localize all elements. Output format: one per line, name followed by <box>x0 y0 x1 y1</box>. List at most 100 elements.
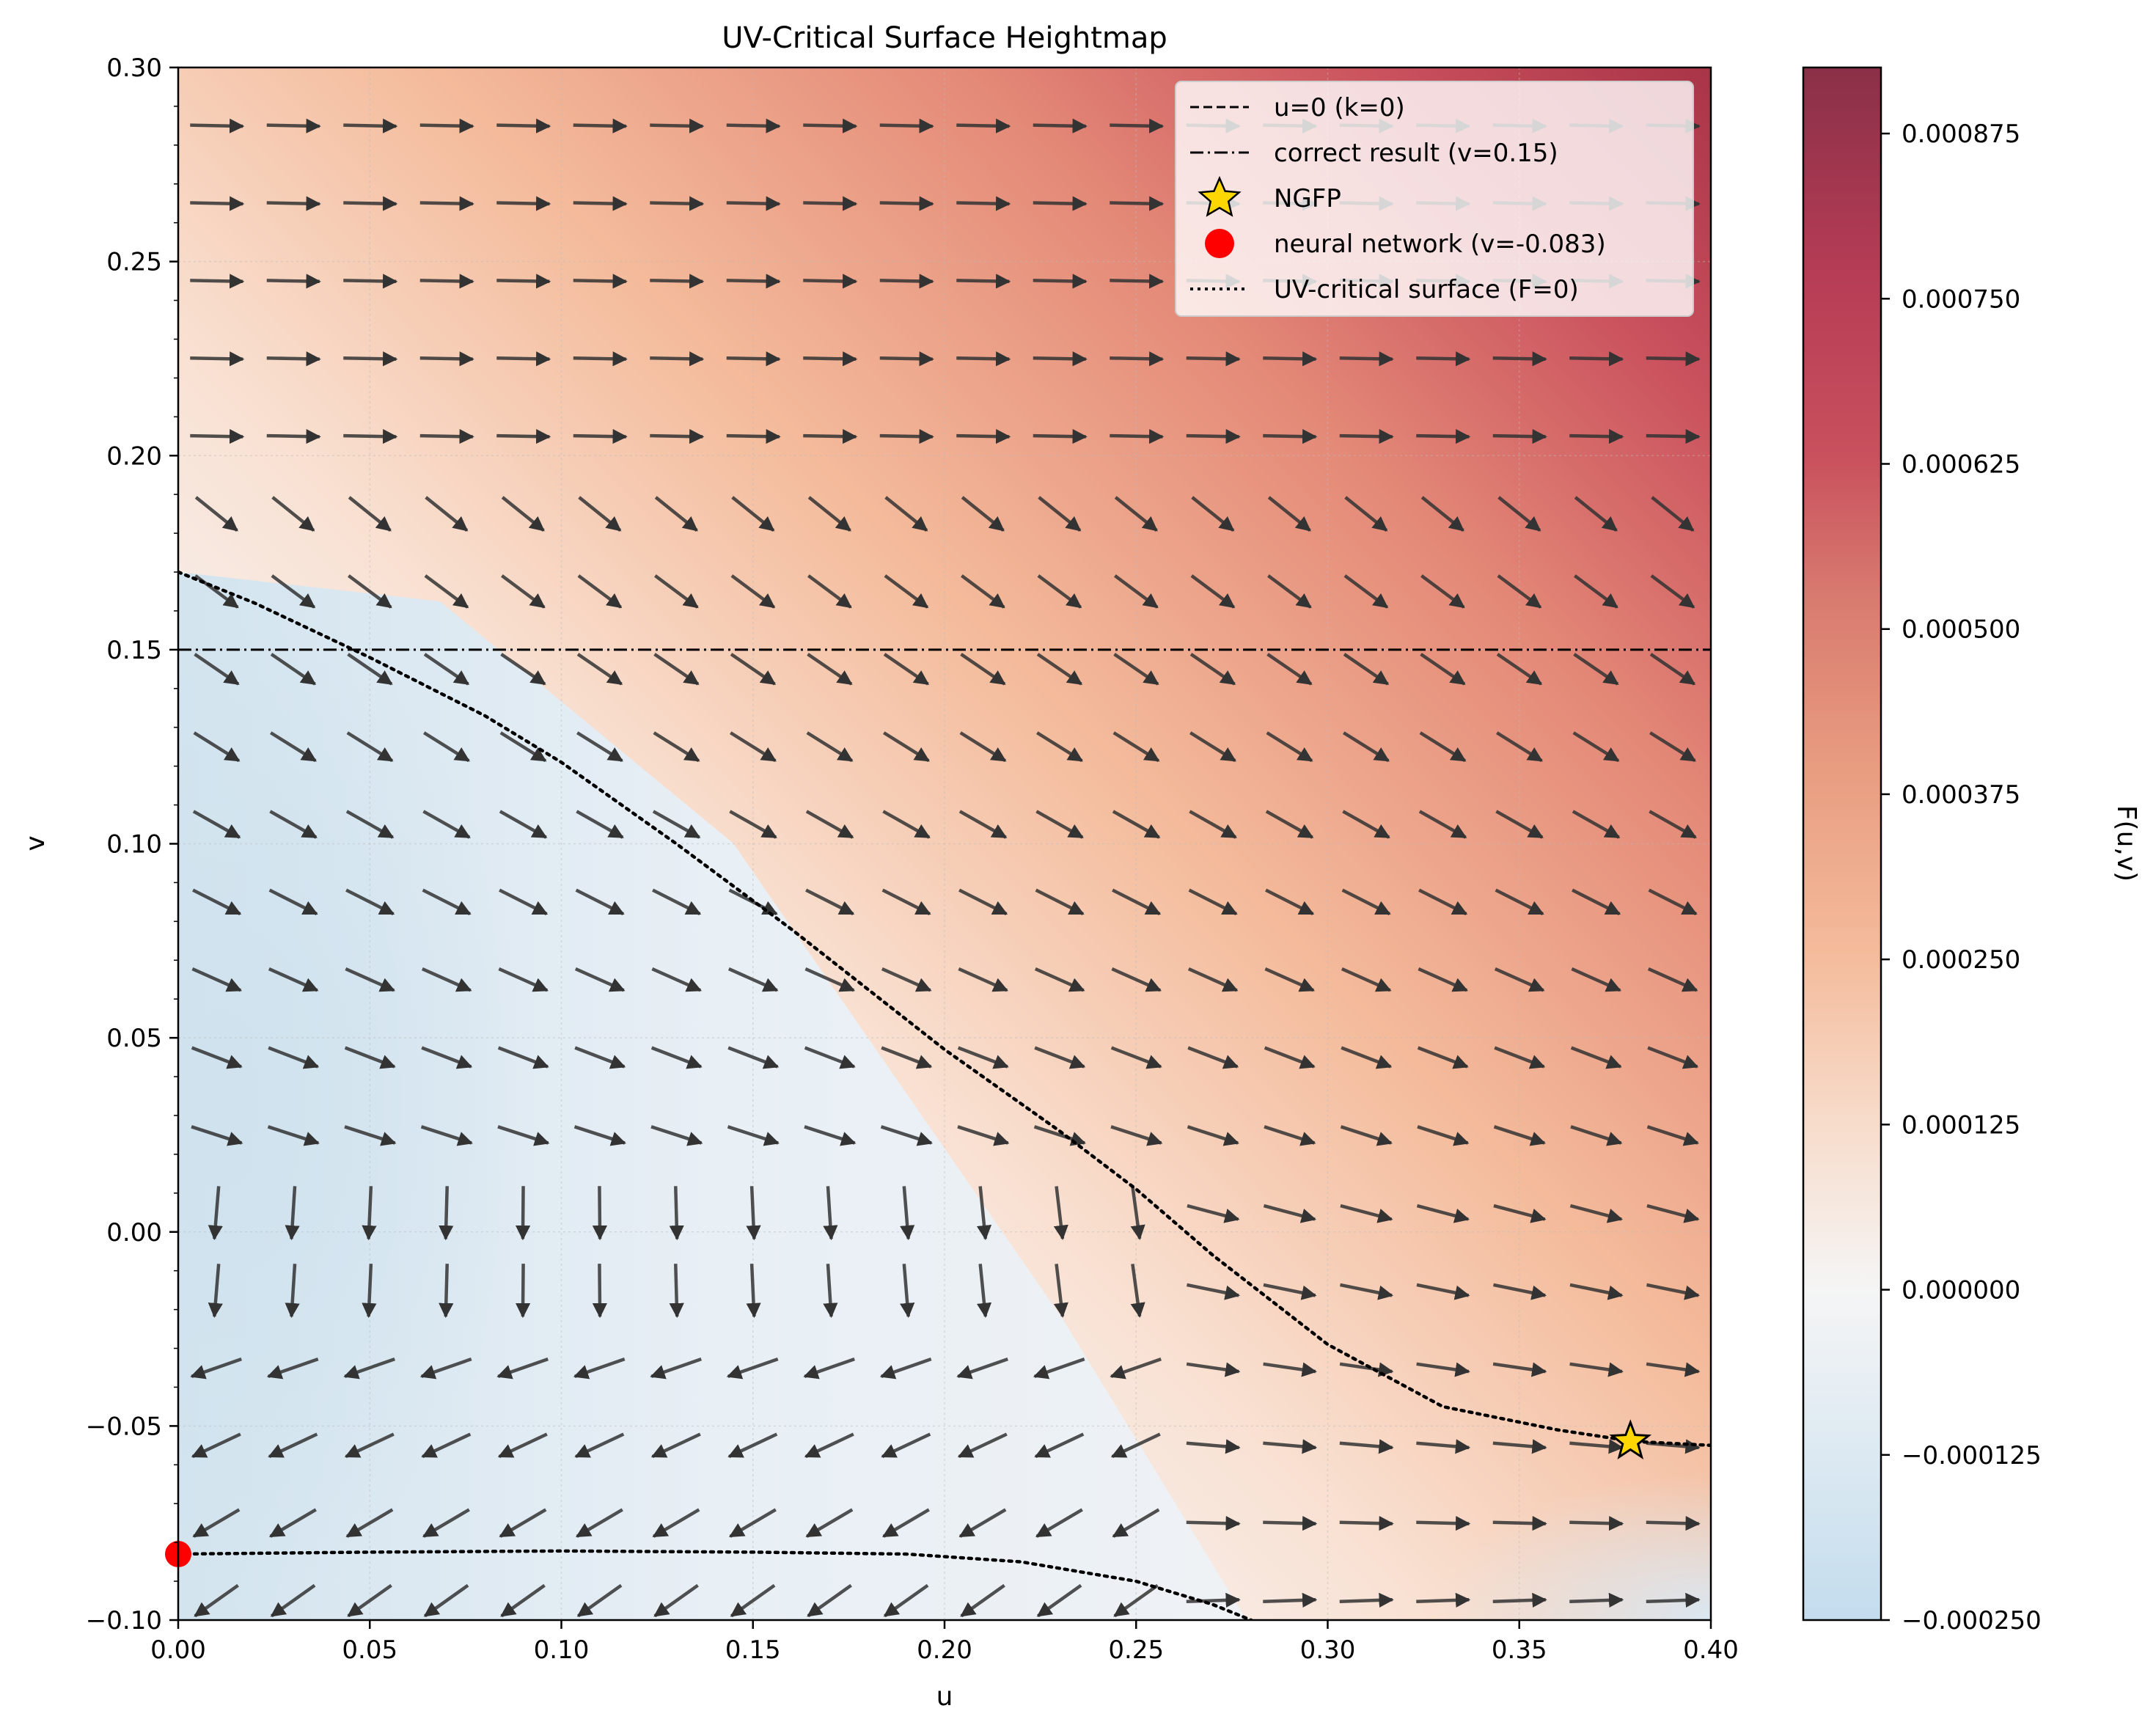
quiver-arrow <box>1573 653 1619 686</box>
quiver-arrow <box>1494 967 1545 992</box>
quiver-arrow <box>957 1125 1010 1146</box>
heatmap <box>178 67 1711 1620</box>
quiver-arrow <box>1263 1283 1317 1300</box>
quiver-arrow <box>1187 1283 1241 1300</box>
quiver-arrow <box>882 1508 930 1538</box>
quiver-arrow <box>1053 1264 1068 1318</box>
quiver-arrow <box>419 351 474 367</box>
quiver-arrow <box>1492 1439 1547 1454</box>
quiver-arrow <box>362 1264 377 1319</box>
colorbar-tick-label: −0.000250 <box>1902 1606 2042 1635</box>
quiver-arrow <box>1110 351 1165 367</box>
quiver-arrow <box>883 1583 929 1618</box>
legend-label-uv: UV-critical surface (F=0) <box>1274 275 1579 304</box>
quiver-arrow <box>573 196 628 211</box>
quiver-arrow <box>823 1264 838 1319</box>
quiver-arrow <box>1114 574 1159 609</box>
quiver-arrow <box>726 274 781 289</box>
quiver-arrow <box>1112 888 1162 916</box>
quiver-arrow <box>1033 196 1088 211</box>
quiver-arrow <box>727 1125 780 1146</box>
x-tick-label: 0.25 <box>1108 1635 1164 1665</box>
colorbar-tick-label: 0.000500 <box>1902 615 2020 645</box>
x-tick-label: 0.00 <box>150 1635 206 1665</box>
quiver-arrow <box>497 1046 549 1069</box>
quiver-arrow <box>1343 574 1389 609</box>
quiver-arrow <box>727 1432 778 1459</box>
quiver-arrow <box>347 1583 392 1618</box>
quiver-arrow <box>1493 1125 1546 1146</box>
quiver-arrow <box>1339 1592 1394 1608</box>
quiver-arrow <box>1418 810 1467 839</box>
quiver-arrow <box>422 1508 470 1538</box>
y-tick-label: 0.25 <box>106 248 162 277</box>
quiver-arrow <box>1646 1362 1701 1377</box>
quiver-arrow <box>1340 1203 1393 1223</box>
quiver-arrow <box>1110 196 1165 211</box>
quiver-arrow <box>592 1264 608 1319</box>
quiver-arrow <box>499 731 547 763</box>
quiver-arrow <box>1646 1516 1701 1531</box>
quiver-arrow <box>267 1125 320 1146</box>
quiver-arrow <box>804 1046 856 1069</box>
quiver-arrow <box>573 351 628 367</box>
quiver-arrow <box>268 1432 318 1459</box>
quiver-arrow <box>573 118 628 133</box>
quiver-arrow <box>1341 888 1391 916</box>
quiver-arrow <box>1574 574 1618 609</box>
quiver-arrow <box>423 731 470 763</box>
quiver-arrow <box>1647 967 1698 992</box>
quiver-arrow <box>1646 1283 1701 1300</box>
quiver-arrow <box>1420 496 1464 532</box>
quiver-arrow <box>192 888 242 916</box>
quiver-arrow <box>958 888 1008 916</box>
quiver-arrow <box>1340 1125 1393 1146</box>
x-axis-ticks: 0.00 0.05 0.10 0.15 0.20 0.25 0.30 0.35 0.40 <box>150 1620 1739 1665</box>
quiver-arrow <box>961 496 1005 532</box>
quiver-arrow <box>976 1186 992 1241</box>
quiver-arrow <box>419 196 474 211</box>
quiver-arrow <box>266 351 321 367</box>
quiver-arrow <box>574 1432 625 1459</box>
quiver-arrow <box>1263 1203 1317 1223</box>
quiver-arrow <box>576 810 624 839</box>
quiver-arrow <box>1263 1362 1317 1377</box>
quiver-arrow <box>1574 496 1618 532</box>
quiver-arrow <box>803 274 858 289</box>
quiver-arrow <box>1264 1046 1316 1069</box>
quiver-arrow <box>650 1357 702 1380</box>
quiver-arrow <box>362 1186 377 1241</box>
quiver-arrow <box>345 967 395 992</box>
quiver-arrow <box>803 351 858 367</box>
quiver-arrow <box>1263 1516 1318 1531</box>
quiver-arrow <box>1110 1046 1162 1069</box>
quiver-arrow <box>192 810 241 839</box>
quiver-arrow <box>496 196 551 211</box>
y-tick-label: 0.20 <box>106 442 162 471</box>
quiver-arrow <box>270 653 317 686</box>
heatmap-warm-region <box>178 67 1711 1620</box>
legend-swatch-neural <box>1205 229 1234 258</box>
quiver-arrow <box>496 1357 549 1380</box>
quiver-arrow <box>669 1264 684 1319</box>
quiver-arrow <box>285 1186 300 1241</box>
quiver-arrow <box>573 274 628 289</box>
quiver-arrow <box>1265 810 1314 839</box>
quiver-arrow <box>574 967 626 992</box>
chart-title: UV-Critical Surface Heightmap <box>722 21 1167 55</box>
quiver-arrow <box>425 496 469 532</box>
quiver-arrow <box>1647 1046 1699 1069</box>
colorbar-tick-label: 0.000875 <box>1902 120 2020 149</box>
quiver-arrow <box>1263 351 1318 367</box>
quiver-arrow <box>807 1583 852 1618</box>
quiver-arrow <box>499 1508 547 1538</box>
quiver-arrow <box>271 574 316 609</box>
quiver-arrow <box>1033 118 1088 133</box>
quiver-arrow <box>958 1508 1007 1538</box>
quiver-arrow <box>805 888 855 916</box>
quiver-arrow <box>804 967 855 992</box>
quiver-arrow <box>345 1508 394 1538</box>
quiver-arrow <box>1130 1186 1145 1240</box>
quiver-arrow <box>1343 653 1390 686</box>
quiver-arrow <box>1036 653 1083 686</box>
